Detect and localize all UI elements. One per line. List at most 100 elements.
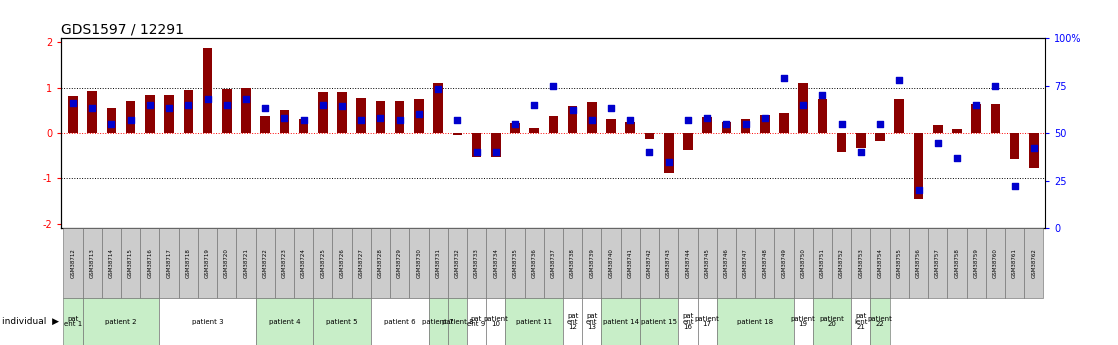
- Bar: [702, 117, 712, 133]
- Bar: [409, 228, 428, 298]
- Bar: [871, 228, 890, 298]
- Point: [544, 83, 562, 88]
- Point: [141, 102, 159, 107]
- Bar: [371, 298, 428, 345]
- Bar: [467, 228, 486, 298]
- Point: [679, 117, 697, 122]
- Point: [775, 75, 793, 81]
- Bar: [953, 129, 961, 133]
- Point: [660, 159, 678, 165]
- Text: GSM38728: GSM38728: [378, 248, 383, 278]
- Bar: [241, 88, 250, 133]
- Text: GSM38743: GSM38743: [666, 248, 671, 278]
- Bar: [313, 298, 371, 345]
- Point: [525, 102, 543, 107]
- Bar: [183, 90, 193, 133]
- Bar: [991, 104, 1001, 133]
- Text: GSM38715: GSM38715: [129, 248, 133, 278]
- Bar: [68, 96, 78, 133]
- Point: [256, 106, 274, 111]
- Bar: [645, 133, 654, 139]
- Bar: [817, 99, 827, 133]
- Text: GSM38752: GSM38752: [840, 248, 844, 278]
- Text: GSM38741: GSM38741: [628, 248, 633, 278]
- Bar: [222, 89, 231, 133]
- Point: [929, 140, 947, 145]
- Point: [986, 83, 1004, 88]
- Bar: [851, 228, 871, 298]
- Bar: [601, 298, 639, 345]
- Text: GSM38759: GSM38759: [974, 248, 978, 278]
- Bar: [428, 228, 447, 298]
- Bar: [447, 228, 467, 298]
- Bar: [64, 228, 83, 298]
- Bar: [837, 133, 846, 152]
- Text: GSM38749: GSM38749: [781, 248, 786, 278]
- Bar: [299, 119, 309, 133]
- Point: [103, 121, 121, 126]
- Text: patient 7: patient 7: [423, 319, 454, 325]
- Bar: [530, 128, 539, 133]
- Bar: [260, 116, 269, 133]
- Point: [718, 121, 736, 126]
- Point: [275, 115, 293, 121]
- Bar: [524, 228, 543, 298]
- Point: [237, 96, 255, 102]
- Point: [64, 100, 82, 106]
- Text: GSM38721: GSM38721: [244, 248, 248, 278]
- Bar: [294, 228, 313, 298]
- Bar: [928, 228, 947, 298]
- Text: pat
ent 9: pat ent 9: [467, 316, 485, 327]
- Bar: [453, 133, 462, 135]
- Point: [563, 108, 581, 113]
- Bar: [1024, 228, 1043, 298]
- Bar: [582, 298, 601, 345]
- Text: GSM38716: GSM38716: [148, 248, 152, 278]
- Text: patient 5: patient 5: [326, 319, 358, 325]
- Text: GSM38731: GSM38731: [436, 248, 440, 278]
- Bar: [679, 298, 698, 345]
- Bar: [736, 228, 755, 298]
- Bar: [145, 95, 154, 133]
- Text: GSM38740: GSM38740: [608, 248, 614, 278]
- Bar: [947, 228, 967, 298]
- Point: [967, 102, 985, 107]
- Bar: [972, 104, 980, 133]
- Bar: [102, 228, 121, 298]
- Bar: [83, 298, 160, 345]
- Bar: [587, 102, 597, 133]
- Bar: [505, 298, 563, 345]
- Bar: [851, 298, 871, 345]
- Text: patient 8: patient 8: [442, 319, 473, 325]
- Text: GSM38754: GSM38754: [878, 248, 882, 278]
- Point: [871, 121, 889, 126]
- Bar: [434, 83, 443, 133]
- Bar: [698, 228, 717, 298]
- Bar: [371, 228, 390, 298]
- Bar: [717, 298, 794, 345]
- Text: GSM38746: GSM38746: [723, 248, 729, 278]
- Text: GSM38762: GSM38762: [1031, 248, 1036, 278]
- Text: GSM38723: GSM38723: [282, 248, 287, 278]
- Bar: [256, 298, 313, 345]
- Point: [179, 102, 197, 107]
- Bar: [543, 228, 563, 298]
- Text: GSM38735: GSM38735: [512, 248, 518, 278]
- Text: patient 15: patient 15: [641, 319, 678, 325]
- Text: GSM38713: GSM38713: [89, 248, 95, 278]
- Text: GSM38755: GSM38755: [897, 248, 902, 278]
- Point: [833, 121, 851, 126]
- Text: GSM38757: GSM38757: [936, 248, 940, 278]
- Text: GSM38726: GSM38726: [340, 248, 344, 278]
- Text: GSM38744: GSM38744: [685, 248, 691, 278]
- Text: GSM38742: GSM38742: [647, 248, 652, 278]
- Bar: [639, 228, 660, 298]
- Text: patient
19: patient 19: [790, 316, 816, 327]
- Text: GSM38719: GSM38719: [205, 248, 210, 278]
- Text: GSM38760: GSM38760: [993, 248, 998, 278]
- Bar: [664, 133, 673, 173]
- Text: patient 6: patient 6: [383, 319, 416, 325]
- Text: patient
20: patient 20: [819, 316, 844, 327]
- Bar: [760, 115, 769, 133]
- Point: [756, 115, 774, 121]
